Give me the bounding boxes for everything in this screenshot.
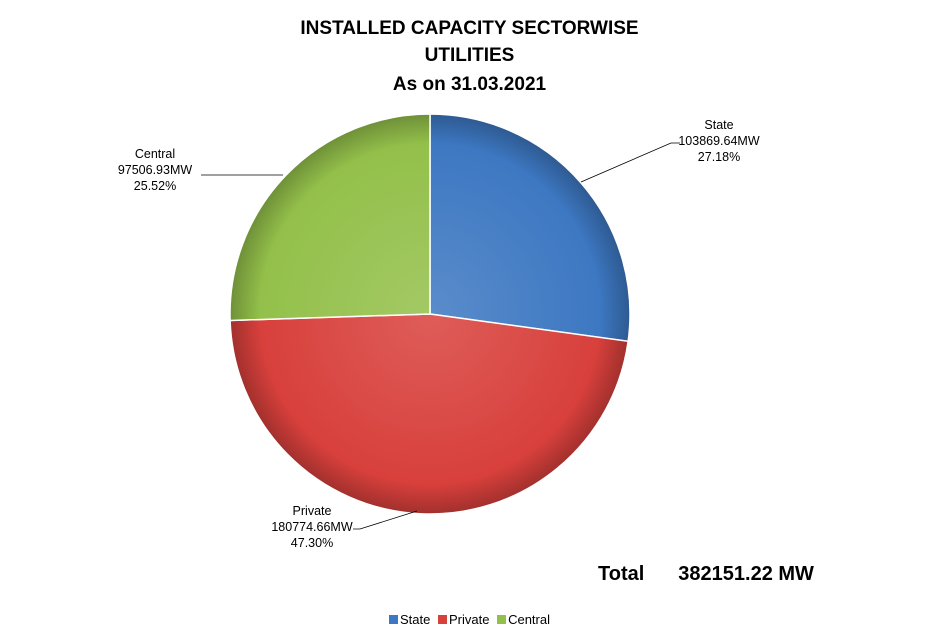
leader-line-state: [580, 142, 680, 183]
label-percent: 25.52%: [133, 179, 177, 193]
legend-item-private: Private: [437, 612, 489, 627]
label-name: Private: [292, 504, 332, 518]
leader-line-private: [353, 510, 418, 530]
pie-slice-private: [229, 313, 629, 515]
legend-swatch-private: [437, 615, 447, 624]
data-label-central: Central 97506.93MW 25.52%: [100, 146, 210, 194]
chart-subtitle: UTILITIES: [424, 45, 515, 66]
data-label-private: Private 180774.66MW 47.30%: [257, 503, 367, 551]
legend-item-central: Central: [497, 612, 550, 627]
pie-slice-state: [429, 113, 631, 343]
label-name: State: [704, 118, 734, 132]
label-value: 103869.64MW: [678, 134, 760, 148]
chart-date: As on 31.03.2021: [392, 74, 547, 95]
legend: State Private Central: [0, 612, 939, 627]
total-capacity: Total 382151.22 MW: [598, 563, 814, 586]
label-percent: 47.30%: [290, 536, 334, 550]
legend-swatch-central: [497, 615, 507, 624]
legend-swatch-state: [389, 615, 398, 624]
label-name: Central: [134, 147, 176, 161]
label-value: 180774.66MW: [271, 520, 353, 534]
total-value: 382151.22 MW: [678, 563, 814, 585]
total-label: Total: [598, 563, 645, 585]
pie-slice-central: [229, 113, 431, 322]
label-value: 97506.93MW: [117, 163, 193, 177]
label-percent: 27.18%: [697, 150, 741, 164]
chart-title: INSTALLED CAPACITY SECTORWISE: [300, 18, 639, 39]
data-label-state: State 103869.64MW 27.18%: [664, 117, 774, 165]
legend-item-state: State: [389, 612, 430, 627]
